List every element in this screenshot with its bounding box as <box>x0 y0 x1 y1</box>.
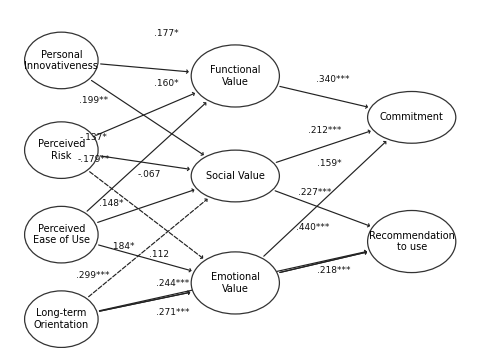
Text: .112: .112 <box>149 250 169 259</box>
Ellipse shape <box>24 291 98 347</box>
Text: .199**: .199** <box>80 96 108 105</box>
Text: Personal
Innovativeness: Personal Innovativeness <box>24 50 99 71</box>
Ellipse shape <box>368 92 456 143</box>
Ellipse shape <box>24 206 98 263</box>
Text: Social Value: Social Value <box>206 171 264 181</box>
Text: Perceived
Risk: Perceived Risk <box>38 139 85 161</box>
Text: .159*: .159* <box>316 159 342 168</box>
Ellipse shape <box>368 210 456 272</box>
Text: .271***: .271*** <box>156 308 190 318</box>
Text: Functional
Value: Functional Value <box>210 65 260 87</box>
Text: .299***: .299*** <box>76 271 110 280</box>
Text: .177*: .177* <box>154 29 179 38</box>
Text: .160*: .160* <box>154 79 179 88</box>
Ellipse shape <box>191 252 280 314</box>
Text: .148*: .148* <box>99 200 124 208</box>
Text: .340***: .340*** <box>316 75 350 83</box>
Text: -.179**: -.179** <box>78 155 110 164</box>
Text: Perceived
Ease of Use: Perceived Ease of Use <box>33 224 90 245</box>
Text: Commitment: Commitment <box>380 112 444 122</box>
Text: Recommendation
to use: Recommendation to use <box>369 231 454 252</box>
Text: .184*: .184* <box>110 242 135 251</box>
Text: .440***: .440*** <box>296 222 330 232</box>
Ellipse shape <box>191 45 280 107</box>
Text: .227***: .227*** <box>298 188 332 197</box>
Text: .212***: .212*** <box>308 126 341 135</box>
Ellipse shape <box>191 150 280 202</box>
Ellipse shape <box>24 122 98 178</box>
Text: .244***: .244*** <box>156 279 189 288</box>
Text: Long-term
Orientation: Long-term Orientation <box>34 308 89 330</box>
Text: -.137*: -.137* <box>80 133 108 142</box>
Text: -.067: -.067 <box>138 170 160 180</box>
Ellipse shape <box>24 32 98 89</box>
Text: .218***: .218*** <box>316 266 350 275</box>
Text: Emotional
Value: Emotional Value <box>211 272 260 294</box>
